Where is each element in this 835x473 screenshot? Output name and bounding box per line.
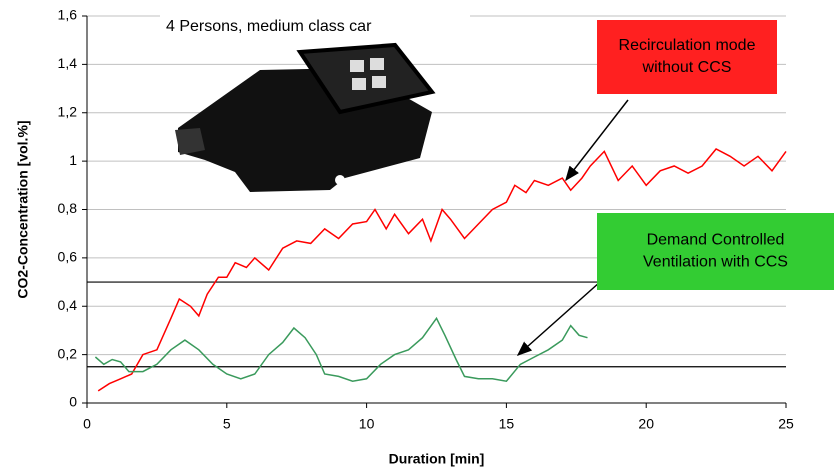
y-axis-label: CO2-Concentration [vol.%] <box>15 120 31 298</box>
y-tick-label: 0,2 <box>58 345 78 361</box>
annotation-box <box>597 213 834 290</box>
annotation-text: Ventilation with CCS <box>643 254 788 271</box>
y-tick-label: 1,2 <box>58 103 78 119</box>
annotation-text: Recirculation mode <box>619 37 756 54</box>
annotation-box <box>597 20 777 94</box>
x-tick-label: 10 <box>359 416 375 432</box>
arrow <box>518 282 600 355</box>
line <box>95 318 587 381</box>
x-tick-label: 0 <box>83 416 91 432</box>
x-axis-label: Duration [min] <box>389 451 485 467</box>
annotation-text: 4 Persons, medium class car <box>166 18 372 35</box>
sensor-image <box>175 45 432 192</box>
y-tick-label: 0,6 <box>58 249 78 265</box>
y-tick-label: 0,4 <box>58 297 78 313</box>
y-tick-label: 0 <box>69 394 77 410</box>
y-tick-label: 1 <box>69 152 77 168</box>
annotation-text: Demand Controlled <box>647 232 785 249</box>
y-tick-label: 1,4 <box>58 55 78 71</box>
annotation-text: without CCS <box>642 59 732 76</box>
x-tick-label: 15 <box>499 416 515 432</box>
chart: 0 0,2 0,4 0,6 0,8 1 1,2 1,4 1,6 0 5 10 15 20 25 Duratio… <box>0 0 835 473</box>
y-tick-label: 0,8 <box>58 200 78 216</box>
x-tick-label: 20 <box>638 416 654 432</box>
y-tick-label: 1,6 <box>58 7 78 23</box>
x-tick-label: 25 <box>778 416 794 432</box>
arrow <box>566 100 628 180</box>
x-tick-label: 5 <box>223 416 231 432</box>
